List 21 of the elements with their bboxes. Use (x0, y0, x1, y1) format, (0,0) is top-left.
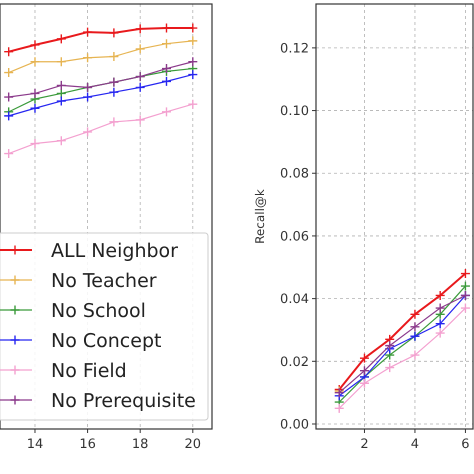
x-tick-label: 14 (26, 437, 44, 452)
y-tick-label: 0.08 (280, 166, 309, 182)
legend-label: No Teacher (51, 270, 157, 292)
y-tick-label: 0.02 (280, 354, 309, 370)
legend-label: No Field (51, 360, 127, 382)
y-tick-label: 0.10 (280, 104, 309, 120)
y-tick-label: 0.04 (280, 292, 309, 308)
legend-label: ALL Neighbor (51, 240, 178, 262)
x-tick-label: 6 (461, 437, 470, 452)
x-tick-label: 16 (79, 437, 96, 452)
legend-label: No Prerequisite (51, 390, 196, 412)
x-tick-label: 2 (360, 437, 369, 452)
x-tick-label: 20 (184, 437, 202, 452)
y-tick-label: 0.12 (280, 41, 309, 56)
y-tick-label: 0.06 (280, 229, 309, 244)
x-tick-label: 18 (132, 437, 148, 452)
legend-label: No School (51, 300, 146, 322)
x-tick-label: 4 (410, 437, 420, 452)
y-axis-title: Recall@k (253, 189, 267, 244)
y-tick-label: 0.00 (280, 417, 309, 432)
legend-label: No Concept (51, 330, 162, 352)
